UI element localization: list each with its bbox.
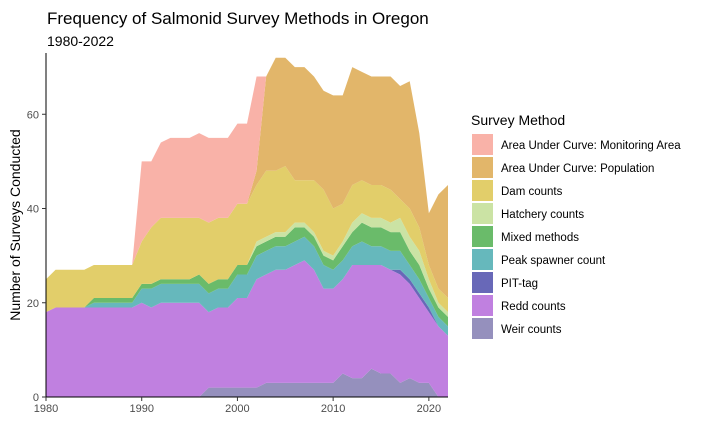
legend-label-hatchery-counts: Hatchery counts [501, 209, 584, 221]
legend-swatch-weir-counts [472, 318, 493, 339]
y-tick-label: 0 [33, 392, 39, 404]
x-tick-label: 2020 [417, 403, 441, 415]
x-tick-label: 1980 [34, 403, 58, 415]
legend-swatch-area-under-curve-population [472, 157, 493, 178]
chart-title: Frequency of Salmonid Survey Methods in … [47, 9, 429, 28]
area-hatchery-counts [46, 213, 448, 317]
chart-subtitle: 1980-2022 [47, 33, 114, 49]
area-peak-spawner-count [46, 236, 448, 336]
area-weir-counts [46, 368, 448, 397]
area-mixed-methods [46, 222, 448, 327]
area-area-under-curve-population [46, 57, 448, 299]
legend-swatch-hatchery-counts [472, 203, 493, 224]
y-axis-title: Number of Surveys Conducted [7, 129, 23, 320]
legend-label-peak-spawner-count: Peak spawner count [501, 255, 606, 267]
y-tick-label: 60 [27, 109, 39, 121]
legend-label-area-under-curve-monitoring-area: Area Under Curve: Monitoring Area [501, 140, 681, 152]
legend-label-area-under-curve-population: Area Under Curve: Population [501, 163, 654, 175]
legend-swatch-dam-counts [472, 180, 493, 201]
y-tick-label: 20 [27, 298, 39, 310]
legend-swatch-mixed-methods [472, 226, 493, 247]
legend-label-redd-counts: Redd counts [501, 301, 566, 313]
area-area-under-curve-monitoring-area [46, 57, 448, 280]
area-redd-counts [46, 260, 448, 397]
legend-swatch-redd-counts [472, 295, 493, 316]
x-tick-label: 1990 [129, 403, 153, 415]
legend-label-weir-counts: Weir counts [501, 324, 562, 336]
area-dam-counts [46, 166, 448, 313]
legend-title: Survey Method [471, 112, 565, 128]
axes: 1980 1990 2000 2010 2020 0 20 40 60 [27, 53, 448, 415]
legend-swatch-pit-tag [472, 272, 493, 293]
legend-label-dam-counts: Dam counts [501, 186, 563, 198]
legend-label-mixed-methods: Mixed methods [501, 232, 579, 244]
y-tick-label: 40 [27, 204, 39, 216]
legend-swatch-peak-spawner-count [472, 249, 493, 270]
x-tick-label: 2000 [225, 403, 249, 415]
legend: Survey Method Area Under Curve: Monitori… [471, 112, 681, 339]
legend-swatch-area-under-curve-monitoring-area [472, 134, 493, 155]
x-tick-label: 2010 [321, 403, 345, 415]
area-layers [46, 57, 448, 397]
legend-label-pit-tag: PIT-tag [501, 278, 538, 290]
